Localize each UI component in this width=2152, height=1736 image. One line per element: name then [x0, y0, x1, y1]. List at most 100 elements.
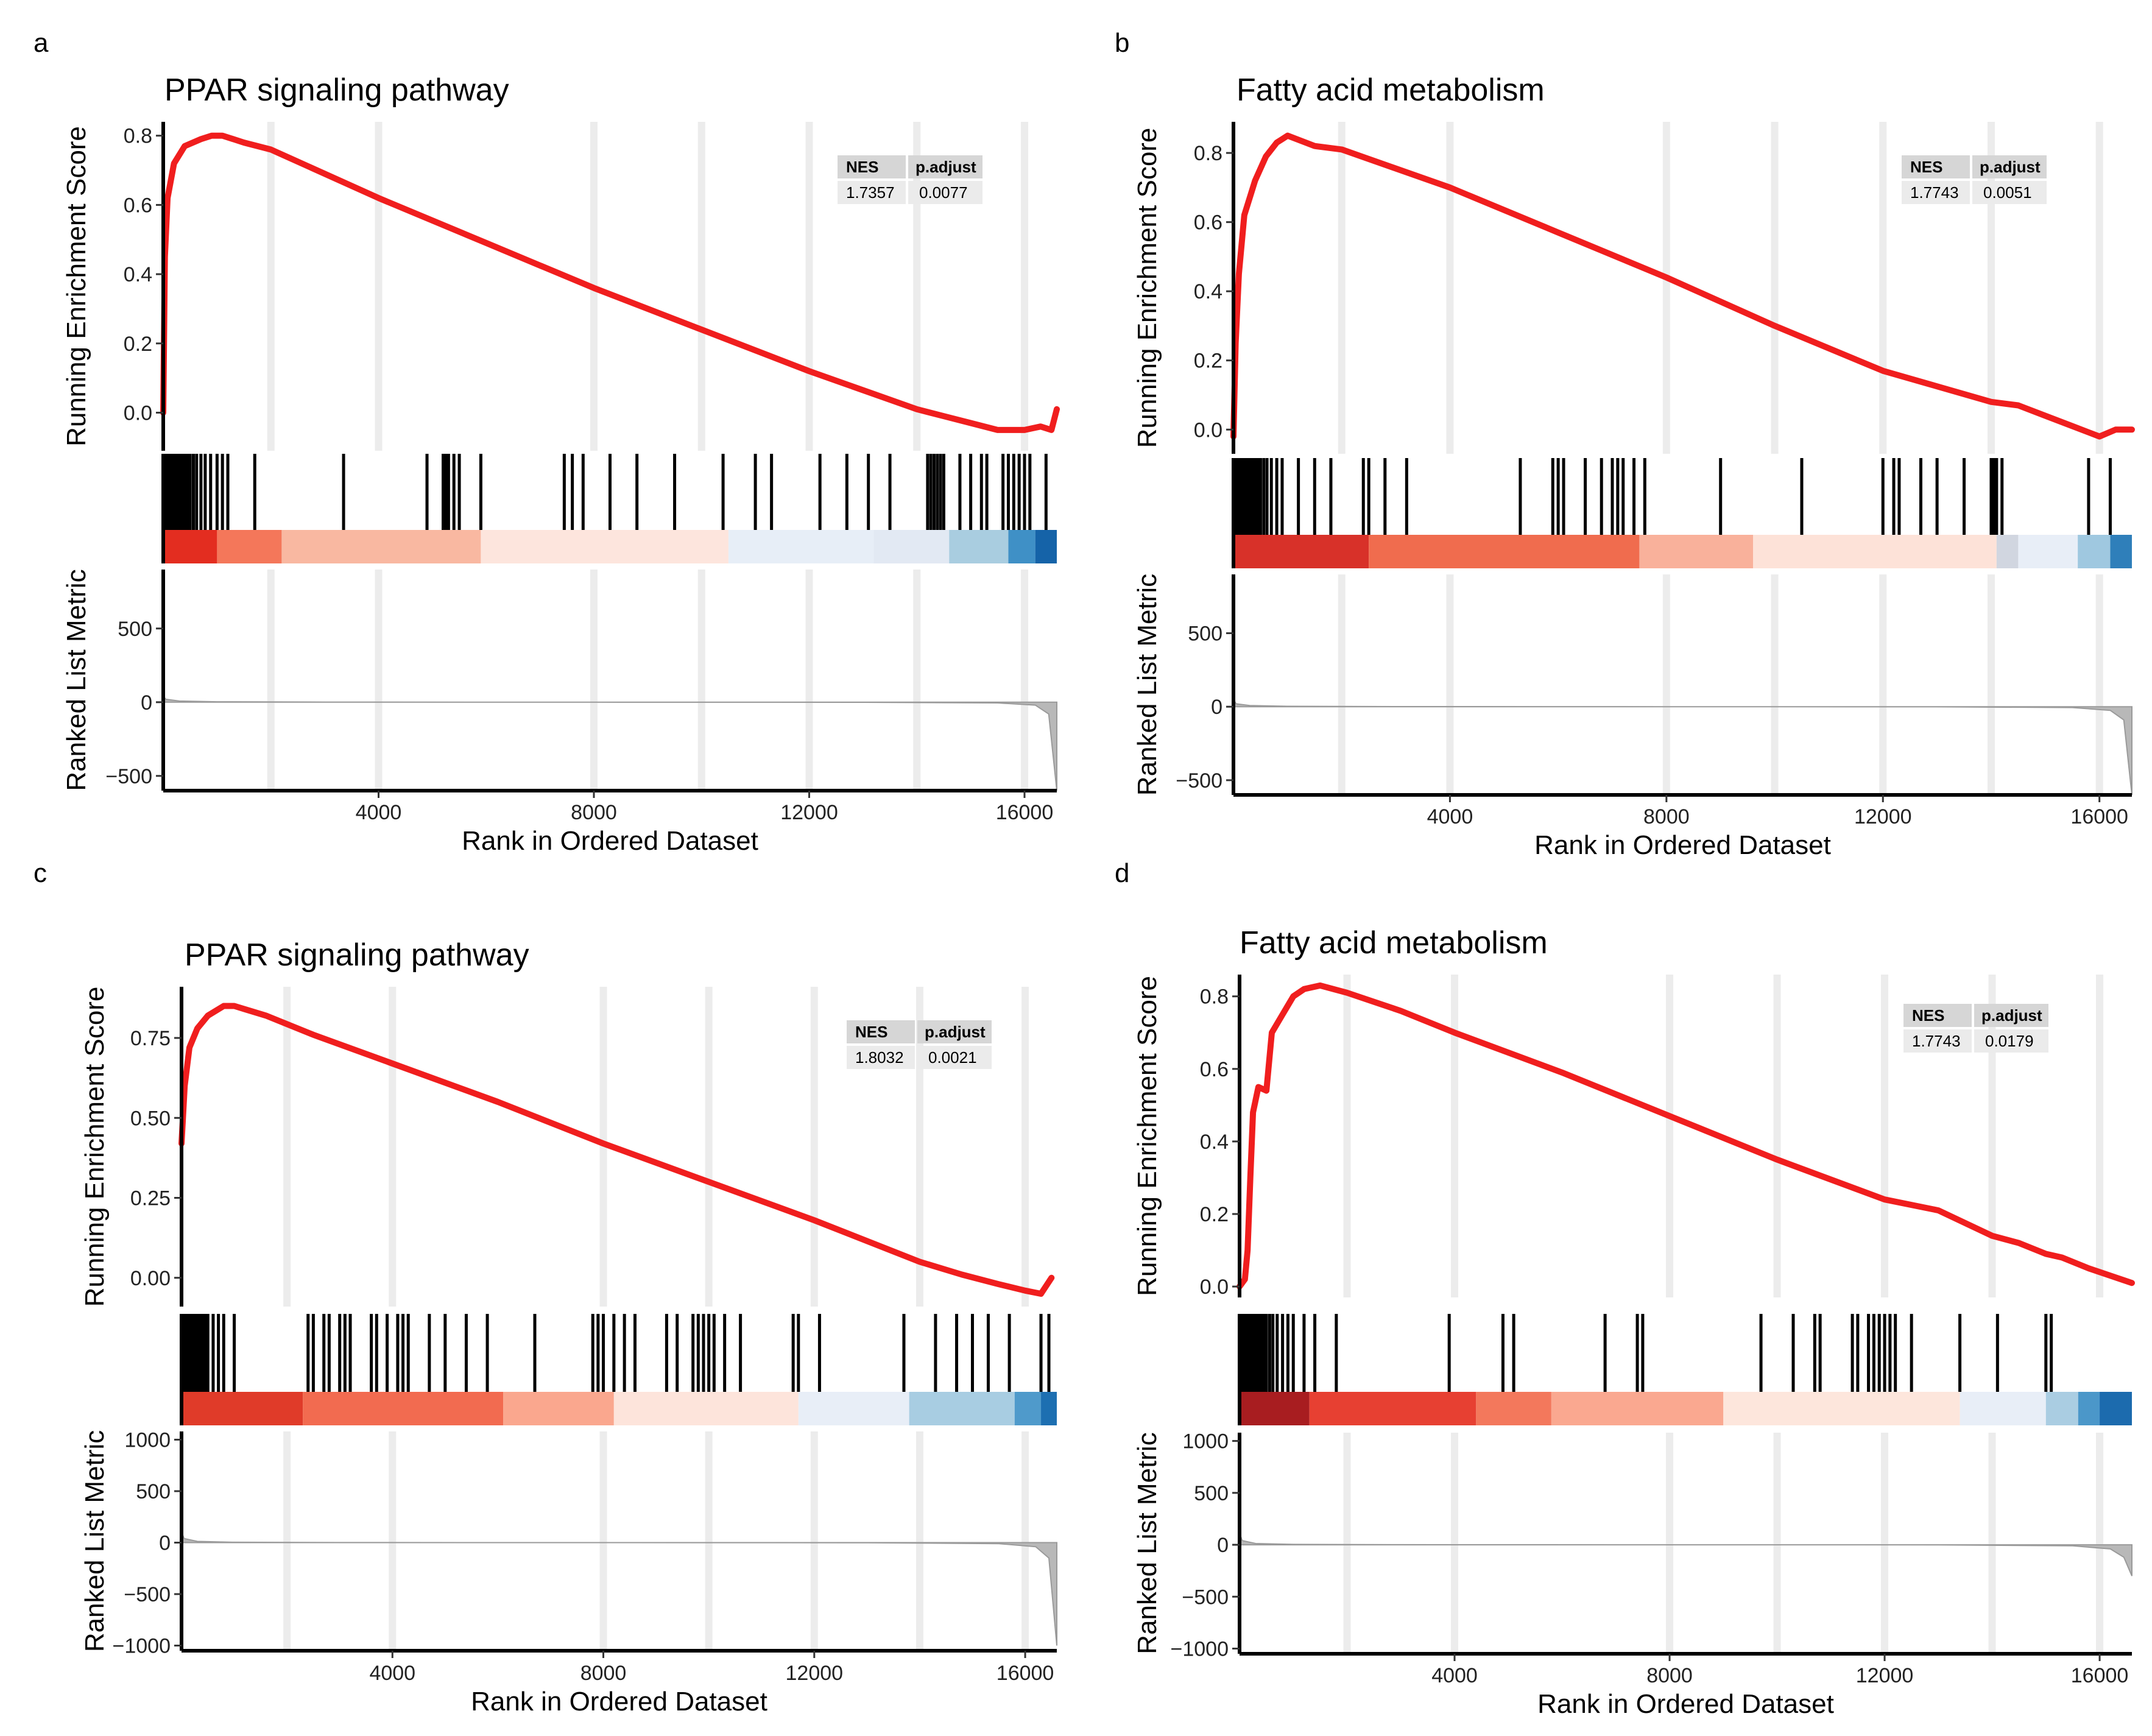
- gridline: [805, 570, 813, 791]
- metric-tick-label: 500: [1194, 1482, 1229, 1505]
- heat-segment: [798, 1392, 909, 1425]
- heat-segment: [281, 530, 481, 563]
- nes-header: NES: [1910, 158, 1942, 176]
- gridline: [1881, 1433, 1889, 1654]
- panel-d: d Fatty acid metabolism 0.0 0.2 0.4 0.6 0.8 100…: [1115, 858, 2135, 1719]
- heat-segment: [1041, 1392, 1057, 1425]
- es-tick-label: 0.6: [124, 194, 152, 217]
- stats-value-cell: [1974, 1029, 2048, 1053]
- padjust-header: p.adjust: [925, 1023, 986, 1041]
- heat-segment: [163, 530, 217, 563]
- stats-table: NES p.adjust 1.7357 0.0077: [838, 155, 983, 204]
- metric-tick-label: 500: [1188, 623, 1222, 646]
- metric-tick-label: −500: [1176, 769, 1222, 792]
- plot-title: Fatty acid metabolism: [1240, 925, 1548, 961]
- x-tick-label: 8000: [571, 801, 617, 824]
- stats-value-cell: [1902, 181, 1970, 204]
- heat-segment: [1960, 1392, 2046, 1425]
- gridline: [1881, 975, 1889, 1297]
- x-axis-title: Rank in Ordered Dataset: [462, 826, 758, 856]
- padjust-header: p.adjust: [915, 158, 976, 176]
- metric-tick-label: 0: [141, 691, 152, 715]
- heat-segment: [1996, 535, 2019, 568]
- gridline: [1446, 122, 1454, 454]
- heat-segment: [613, 1392, 799, 1425]
- gridline: [375, 570, 383, 791]
- x-tick-label: 4000: [1427, 805, 1473, 828]
- gridline: [1021, 987, 1029, 1307]
- nes-value: 1.7743: [1912, 1032, 1961, 1050]
- nes-value: 1.7357: [846, 183, 895, 202]
- x-tick-label: 4000: [369, 1662, 415, 1685]
- gridline: [267, 570, 275, 791]
- panel-c: c PPAR signaling pathway 0.00 0.25 0.50 0.75 1…: [34, 858, 1057, 1717]
- es-tick-label: 0.25: [130, 1187, 171, 1210]
- padjust-value: 0.0021: [928, 1048, 977, 1067]
- gridline: [283, 987, 291, 1307]
- panel-b: b Fatty acid metabolism 0.0 0.2 0.4 0.6 0.8 500…: [1115, 28, 2135, 860]
- stats-value-cell: [838, 181, 906, 204]
- x-axis-title: Rank in Ordered Dataset: [471, 1687, 767, 1717]
- nes-value: 1.8032: [855, 1048, 904, 1067]
- metric-tick-label: −500: [105, 765, 152, 788]
- stats-value-cell: [1972, 181, 2047, 204]
- x-tick-label: 4000: [356, 801, 402, 824]
- heat-segment: [2100, 1392, 2132, 1425]
- heat-segment: [1723, 1392, 1960, 1425]
- gridline: [1662, 574, 1670, 795]
- metric-tick-label: −1000: [113, 1635, 171, 1658]
- heat-segment: [1008, 530, 1035, 563]
- stats-header-cell: [838, 155, 906, 178]
- es-tick-label: 0.8: [1194, 142, 1222, 165]
- stats-table: NES p.adjust 1.7743 0.0051: [1902, 155, 2047, 204]
- gridline: [1988, 1433, 1996, 1654]
- x-tick-label: 12000: [1856, 1664, 1914, 1687]
- es-tick-label: 0.0: [1200, 1276, 1229, 1299]
- heat-segment: [1240, 1392, 1310, 1425]
- heat-segment: [217, 530, 282, 563]
- heat-segment: [1035, 530, 1057, 563]
- gridline: [599, 1431, 607, 1651]
- gridline: [705, 987, 713, 1307]
- es-tick-label: 0.00: [130, 1267, 171, 1290]
- es-tick-label: 0.6: [1194, 211, 1222, 235]
- heat-segment: [2078, 1392, 2100, 1425]
- es-tick-label: 0.2: [1200, 1203, 1229, 1226]
- stats-header-cell: [1903, 1004, 1972, 1027]
- heat-segment: [481, 530, 729, 563]
- stats-table: NES p.adjust 1.8032 0.0021: [847, 1020, 992, 1069]
- gridline: [1343, 1433, 1351, 1654]
- gridline: [1021, 1431, 1029, 1651]
- gridline: [1666, 975, 1674, 1297]
- panel-label: c: [34, 858, 47, 888]
- heat-segment: [2110, 535, 2132, 568]
- ranked-metric-area: [1233, 697, 2133, 796]
- x-tick-label: 12000: [1854, 805, 1912, 828]
- stats-value-cell: [917, 1046, 992, 1069]
- gridline: [1020, 122, 1028, 451]
- gridline: [915, 1431, 923, 1651]
- es-tick-label: 0.4: [124, 263, 152, 286]
- stats-header-cell: [1902, 155, 1970, 178]
- es-tick-label: 0.50: [130, 1107, 171, 1130]
- metric-tick-label: 0: [159, 1532, 171, 1555]
- heat-segment: [1233, 535, 1369, 568]
- metric-tick-label: 500: [136, 1480, 171, 1503]
- ranked-metric-area: [163, 694, 1057, 791]
- padjust-header: p.adjust: [1981, 1006, 2042, 1025]
- gridline: [375, 122, 383, 451]
- gridline: [1446, 574, 1454, 795]
- gridline: [1020, 570, 1028, 791]
- x-tick-label: 12000: [786, 1662, 844, 1685]
- metric-tick-label: −500: [124, 1583, 171, 1606]
- nes-header: NES: [855, 1023, 887, 1041]
- stats-value-cell: [847, 1046, 915, 1069]
- es-y-axis-title: Running Enrichment Score: [80, 987, 110, 1307]
- metric-y-axis-title: Ranked List Metric: [1132, 1432, 1162, 1654]
- nes-header: NES: [846, 158, 878, 176]
- gridline: [1338, 574, 1346, 795]
- heat-segment: [949, 530, 1009, 563]
- ranked-metric-area: [1239, 1533, 2133, 1576]
- x-axis-title: Rank in Ordered Dataset: [1534, 830, 1831, 860]
